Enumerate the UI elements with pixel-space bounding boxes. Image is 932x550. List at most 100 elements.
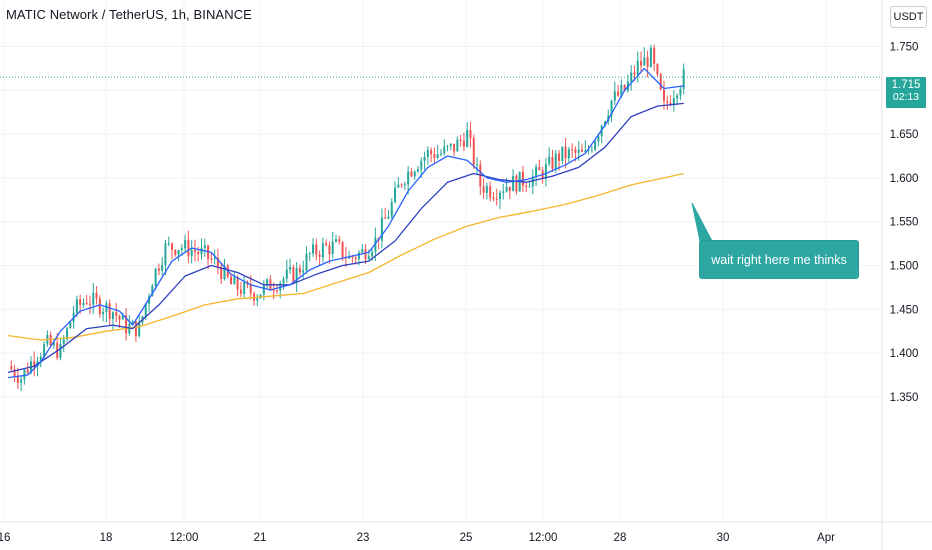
candle-body [190,249,193,257]
candle-body [308,253,311,255]
candle-body [535,167,538,177]
candle-body [538,167,541,171]
candle-body [233,277,236,285]
candle-body [577,149,580,153]
candle-body [567,149,570,159]
candle-body [410,171,413,177]
candle-body [561,146,564,161]
candle-body [43,344,46,357]
candle-body [95,292,98,299]
candle-body [151,285,154,297]
candle-body [554,153,557,169]
candle-body [397,184,400,188]
candle-body [23,369,26,380]
candle-body [62,339,65,344]
last-price-value: 1.715 [891,79,921,91]
candle-body [33,361,36,367]
candle-body [289,266,292,270]
candle-body [341,241,344,258]
x-tick-label: 16 [0,532,10,544]
candle-body [328,245,331,255]
candle-body [512,176,515,192]
candle-body [502,191,505,193]
x-tick-label: 12:00 [170,532,199,544]
x-axis: 16 18 12:00 21 23 25 12:00 28 30 Apr [0,521,932,544]
candle-body [587,150,590,152]
candle-body [92,292,95,305]
candle-body [285,269,288,279]
candle-body [230,276,233,285]
y-tick-label: 1.600 [890,173,919,185]
candle-body [148,296,151,304]
candle-body [351,256,354,258]
candle-body [20,379,23,383]
candle-body [220,266,223,279]
candle-body [69,322,72,329]
candle-body [312,244,315,254]
candle-body [82,302,85,306]
candle-body [266,279,269,285]
candle-body [210,258,213,260]
candle-body [318,254,321,257]
currency-button[interactable]: USDT [890,6,927,28]
candle-body [426,150,429,157]
candle-body [89,303,91,305]
candle-body [108,303,111,320]
candle-body [594,141,597,150]
candle-body [528,186,531,188]
candle-body [633,72,636,75]
candle-body [564,146,567,159]
candle-body [571,149,574,151]
candle-body [433,154,436,159]
candle-body [200,248,203,254]
candle-body [551,156,554,169]
candle-body [449,143,452,146]
candle-body [420,160,423,170]
candle-body [161,265,164,271]
y-tick-label: 1.400 [890,348,919,360]
candle-body [216,258,219,267]
candle-body [646,57,649,67]
candle-body [272,290,275,292]
candle-body [187,240,190,257]
candle-body [26,369,29,373]
candle-body [623,85,626,91]
candle-body [128,324,131,334]
candle-body [66,328,69,340]
candle-body [184,240,187,249]
candle-body [203,245,206,249]
candle-body [679,88,682,96]
candlesticks [10,44,685,392]
candle-body [98,298,101,315]
candle-body [292,266,295,283]
candle-body [656,64,659,75]
candle-body [436,154,439,159]
candle-body [121,315,124,320]
candle-body [462,140,465,147]
candle-body [620,85,623,96]
candle-body [13,369,16,377]
candle-body [492,197,495,199]
candle-body [643,57,646,66]
candle-body [118,315,121,320]
candle-body [476,164,479,166]
candle-body [443,146,446,154]
candle-body [640,60,643,66]
candle-body [590,149,593,151]
candle-body [249,284,252,294]
candle-body [144,303,147,317]
candle-body [430,150,433,155]
candle-body [256,298,259,301]
candle-body [243,282,246,294]
candle-body [544,164,547,179]
candle-body [367,256,370,260]
candle-body [239,289,242,294]
candle-body [439,153,442,155]
candle-body [298,268,301,273]
annotation-callout[interactable]: wait right here me thinks [699,240,859,279]
candle-body [305,253,308,271]
candle-body [558,153,561,161]
candle-body [574,149,577,153]
candle-body [197,251,200,254]
